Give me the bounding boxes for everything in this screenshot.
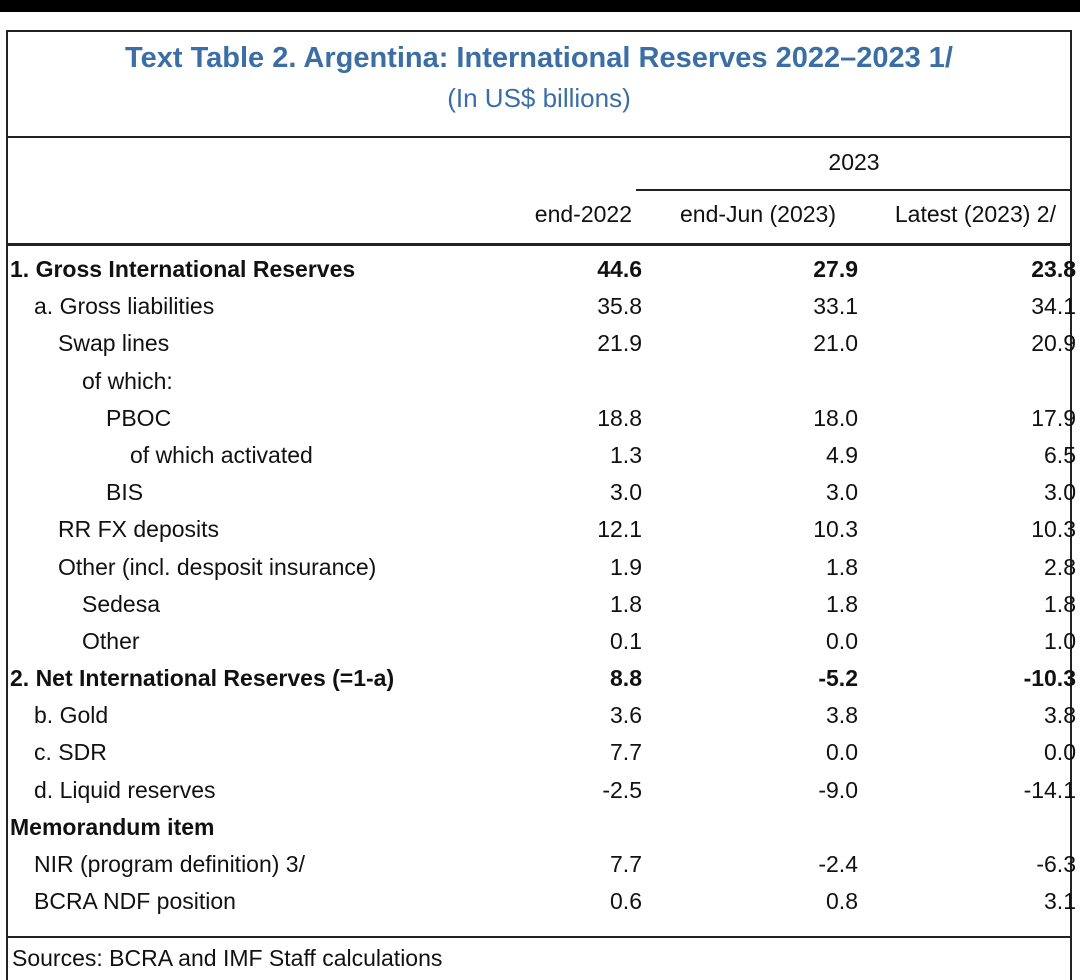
table-row: Other 0.1 0.0 1.0 [10, 624, 1076, 661]
table-row: RR FX deposits 12.1 10.3 10.3 [10, 512, 1076, 549]
cell-latest: -10.3 [1023, 665, 1076, 692]
table-row: 1. Gross International Reserves 44.6 27.… [10, 252, 1076, 289]
cell-end-2022: 7.7 [610, 739, 642, 766]
table-row: 2. Net International Reserves (=1-a) 8.8… [10, 661, 1076, 698]
cell-latest: 1.0 [1044, 627, 1076, 654]
table-row: Sedesa 1.8 1.8 1.8 [10, 587, 1076, 624]
cell-latest: 3.1 [1044, 888, 1076, 915]
cell-end-jun: 4.9 [826, 441, 858, 468]
table-row: of which activated 1.3 4.9 6.5 [10, 438, 1076, 475]
footer-divider [6, 936, 1072, 938]
cell-latest: -6.3 [1036, 851, 1076, 877]
cell-end-jun: 1.8 [826, 590, 858, 617]
cell-end-jun: 0.8 [826, 888, 858, 915]
table-row: a. Gross liabilities 35.8 33.1 34.1 [10, 289, 1076, 326]
cell-end-2022: 1.3 [610, 441, 642, 468]
cell-end-2022: 8.8 [610, 665, 642, 692]
cell-latest: 10.3 [1031, 516, 1076, 543]
cell-end-2022: 12.1 [597, 516, 642, 543]
row-label: of which: [82, 367, 173, 394]
cell-end-2022: 3.0 [610, 479, 642, 506]
cell-end-jun: 3.8 [826, 702, 858, 729]
table-row: c. SDR 7.7 0.0 0.0 [10, 735, 1076, 772]
row-label: BIS [106, 479, 144, 506]
cell-end-2022: 44.6 [597, 256, 642, 282]
cell-end-2022: 1.9 [610, 553, 642, 580]
cell-latest: 2.8 [1044, 553, 1076, 580]
cell-latest: 1.8 [1044, 590, 1076, 617]
row-label: c. SDR [34, 739, 107, 766]
cell-end-2022: 0.1 [610, 627, 642, 654]
cell-end-2022: 0.6 [610, 888, 642, 915]
cell-latest: 20.9 [1031, 330, 1076, 357]
table-row: of which: [10, 364, 1072, 401]
row-label: Sedesa [82, 590, 161, 617]
table-row: BCRA NDF position 0.6 0.8 3.1 [10, 884, 1076, 921]
cell-end-2022: 1.8 [610, 590, 642, 617]
year-group-rule [636, 189, 1072, 191]
cell-end-jun: -9.0 [818, 776, 858, 803]
row-label: 2. Net International Reserves (=1-a) [10, 665, 395, 692]
cell-end-2022: 21.9 [597, 330, 642, 357]
row-label: Memorandum item [10, 813, 215, 840]
top-bar [0, 0, 1080, 12]
cell-end-jun: 0.0 [826, 739, 858, 766]
cell-end-jun: 33.1 [813, 293, 858, 320]
table-frame [6, 30, 1072, 980]
column-header-end-jun: end-Jun (2023) [680, 201, 836, 227]
row-label: PBOC [106, 404, 172, 431]
cell-end-2022: -2.5 [602, 776, 642, 803]
row-label: RR FX deposits [58, 516, 220, 543]
table-body: 1. Gross International Reserves 44.6 27.… [10, 252, 1076, 921]
cell-latest: 34.1 [1031, 293, 1076, 320]
header-divider [6, 243, 1072, 246]
cell-end-jun: 21.0 [813, 330, 858, 357]
cell-end-2022: 18.8 [597, 404, 642, 431]
row-label: d. Liquid reserves [34, 776, 216, 803]
row-label: Swap lines [58, 330, 170, 357]
source-note: Sources: BCRA and IMF Staff calculations [12, 945, 443, 971]
table-row: b. Gold 3.6 3.8 3.8 [10, 698, 1076, 735]
table-row: Swap lines 21.9 21.0 20.9 [10, 326, 1076, 363]
cell-latest: -14.1 [1023, 776, 1076, 803]
table-row: Memorandum item [10, 810, 1072, 847]
row-label: 1. Gross International Reserves [10, 256, 356, 282]
cell-latest: 6.5 [1044, 441, 1076, 468]
table-row: d. Liquid reserves -2.5 -9.0 -14.1 [10, 773, 1076, 810]
cell-latest: 3.0 [1044, 479, 1076, 506]
cell-latest: 0.0 [1044, 739, 1076, 766]
cell-end-2022: 7.7 [610, 851, 642, 877]
cell-end-2022: 35.8 [597, 293, 642, 320]
cell-end-jun: 0.0 [826, 627, 858, 654]
cell-end-jun: 27.9 [813, 256, 858, 282]
row-label: Other [82, 627, 140, 654]
column-header-end-2022: end-2022 [534, 201, 632, 227]
table-row: NIR (program definition) 3/ 7.7 -2.4 -6.… [10, 847, 1076, 884]
row-label: b. Gold [34, 702, 109, 729]
row-label: a. Gross liabilities [34, 293, 215, 320]
row-label: of which activated [130, 441, 313, 468]
row-label: BCRA NDF position [34, 888, 236, 915]
table-title: Text Table 2. Argentina: International R… [125, 42, 953, 74]
title-area: Text Table 2. Argentina: International R… [6, 32, 1072, 136]
row-label: NIR (program definition) 3/ [34, 851, 305, 877]
title-divider [6, 136, 1072, 138]
table-row: PBOC 18.8 18.0 17.9 [10, 401, 1076, 438]
cell-end-jun: 10.3 [813, 516, 858, 543]
year-group-header: 2023 [828, 149, 880, 175]
cell-latest: 3.8 [1044, 702, 1076, 729]
cell-end-2022: 3.6 [610, 702, 642, 729]
row-label: Other (incl. desposit insurance) [58, 553, 377, 580]
cell-end-jun: 1.8 [826, 553, 858, 580]
cell-end-jun: 3.0 [826, 479, 858, 506]
table-row: BIS 3.0 3.0 3.0 [10, 475, 1076, 512]
table-row: Other (incl. desposit insurance) 1.9 1.8… [10, 550, 1076, 587]
cell-end-jun: 18.0 [813, 404, 858, 431]
cell-latest: 23.8 [1031, 256, 1076, 282]
table-subtitle: (In US$ billions) [447, 83, 631, 113]
cell-latest: 17.9 [1031, 404, 1076, 431]
cell-end-jun: -5.2 [818, 665, 858, 692]
column-header-latest: Latest (2023) 2/ [894, 201, 1056, 227]
cell-end-jun: -2.4 [818, 851, 858, 877]
